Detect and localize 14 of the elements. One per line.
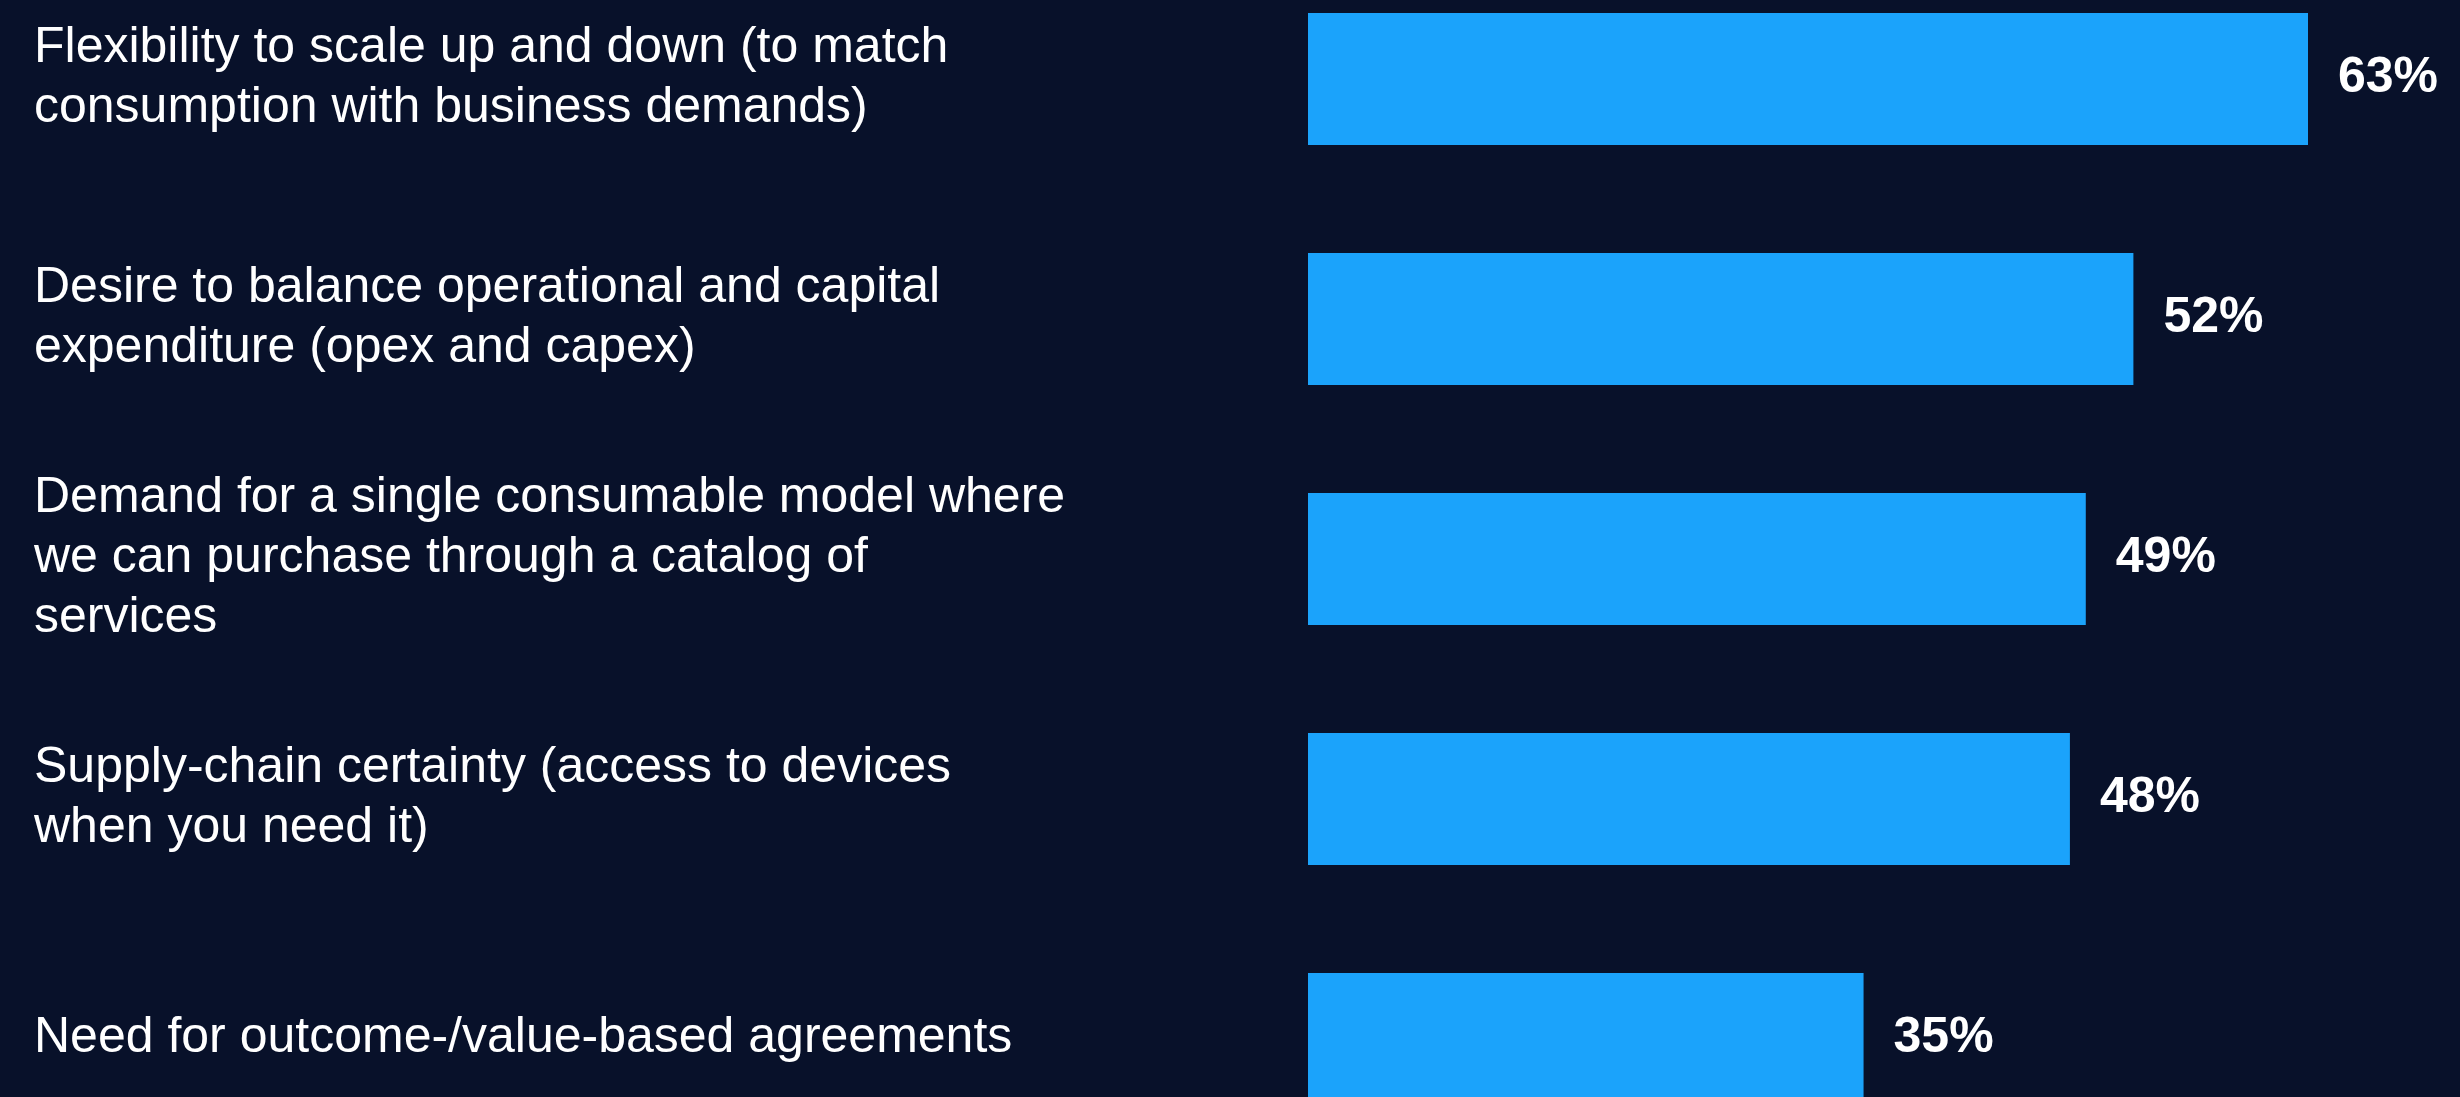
data-label: 48% [2099,767,2200,824]
y-tick-label: Flexibility to scale up and down (to match consumption with business demands) [34,17,949,134]
y-tick-label: Need for outcome-/value-based agreements [34,1007,1013,1064]
y-tick-label: Desire to balance operational and capital expenditure (opex and capex) [34,257,941,374]
y-tick-label: Supply-chain certainty (access to devices when you need it) [33,737,952,854]
data-label: 35% [1893,1007,1994,1064]
y-tick-label: Demand for a single consumable model where we can purchase through a catalog of services [33,467,1066,644]
bar [1308,253,2134,385]
bar [1308,13,2308,145]
data-label: 52% [2163,287,2264,344]
data-label: 63% [2338,47,2439,104]
bar [1308,493,2086,625]
bar [1308,733,2070,865]
data-label: 49% [2115,527,2216,584]
